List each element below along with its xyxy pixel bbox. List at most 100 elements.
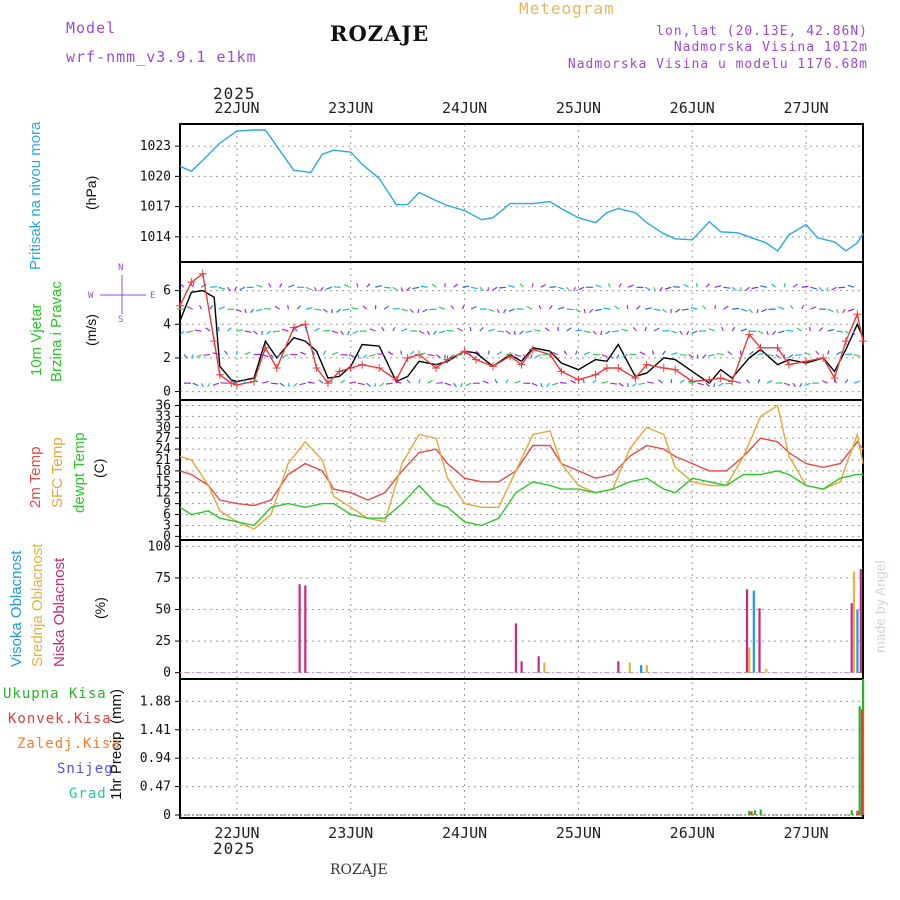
bar bbox=[759, 809, 762, 815]
y-tick-label: 30 bbox=[155, 420, 171, 435]
wind-barb bbox=[505, 330, 511, 335]
wind-barb bbox=[262, 380, 269, 384]
wind-barb bbox=[212, 352, 219, 356]
wind-barb bbox=[363, 354, 368, 359]
precip-legend-total: Ukupna Kisa bbox=[3, 686, 107, 702]
wind-barb bbox=[531, 382, 538, 387]
bar bbox=[850, 810, 853, 815]
model-name: wrf-nmm_v3.9.1 e1km bbox=[66, 48, 257, 66]
wind-barb bbox=[357, 354, 360, 359]
wind-barb bbox=[435, 354, 441, 359]
bar bbox=[748, 810, 751, 815]
wind-barb bbox=[479, 327, 484, 332]
wind-barb bbox=[853, 380, 861, 384]
wind-barb bbox=[772, 330, 777, 335]
wind-barb bbox=[244, 308, 247, 314]
day-label-top: 22JUN bbox=[214, 99, 259, 117]
wind-barb bbox=[691, 330, 698, 334]
wind-barb bbox=[234, 287, 237, 292]
wind-barb bbox=[196, 354, 202, 358]
wind-barb bbox=[186, 306, 193, 310]
wind-barb bbox=[192, 382, 199, 387]
wind-barb bbox=[462, 285, 470, 288]
wind-barb bbox=[356, 283, 359, 288]
wind-barb bbox=[357, 382, 365, 386]
wind-barb bbox=[325, 286, 333, 290]
wind-barb bbox=[242, 379, 246, 384]
wind-barb bbox=[235, 350, 239, 355]
wind-barb bbox=[300, 351, 307, 356]
bar bbox=[765, 668, 768, 673]
wind-barb bbox=[207, 382, 211, 388]
y-tick-label: 3 bbox=[163, 518, 171, 533]
bar bbox=[862, 679, 865, 815]
coords: lon,lat (20.13E, 42.86N) bbox=[656, 24, 868, 39]
y-tick-label: 36 bbox=[155, 398, 171, 413]
wind-barb bbox=[331, 351, 339, 356]
wind-barb bbox=[201, 283, 207, 288]
wind-barb bbox=[810, 306, 817, 310]
wind-barb bbox=[514, 380, 521, 384]
wind-barb bbox=[431, 283, 437, 288]
wind-barb bbox=[406, 286, 411, 292]
wind-barb bbox=[777, 330, 785, 334]
wind-barb bbox=[253, 330, 258, 335]
wind-barb bbox=[683, 283, 689, 288]
wind-barb bbox=[224, 350, 228, 355]
wind-barb bbox=[514, 353, 522, 357]
wind-barb bbox=[266, 330, 272, 335]
wind-barb bbox=[349, 354, 355, 358]
wind-barb bbox=[600, 330, 603, 336]
wind-barb bbox=[244, 351, 251, 356]
wind-barb bbox=[672, 286, 680, 288]
wind-barb bbox=[702, 354, 707, 359]
wind-barb bbox=[621, 353, 628, 358]
wind-barb bbox=[312, 350, 316, 355]
wind-barb bbox=[531, 283, 534, 288]
wind-barb bbox=[731, 286, 737, 291]
wind-barb bbox=[401, 328, 408, 332]
wind-barb bbox=[218, 286, 226, 290]
wind-barb bbox=[508, 284, 515, 288]
wind-barb bbox=[293, 382, 298, 388]
bar bbox=[304, 585, 307, 673]
wind-barb bbox=[809, 326, 811, 332]
wind-barb bbox=[205, 327, 211, 332]
wind-barb bbox=[227, 327, 232, 332]
wind-barb bbox=[566, 308, 574, 311]
wind-barb bbox=[401, 308, 408, 312]
y-tick-label: 21 bbox=[155, 453, 171, 468]
wind-barb bbox=[526, 306, 533, 310]
wind-barb bbox=[627, 284, 634, 288]
wind-barb bbox=[519, 283, 524, 288]
wind-barb bbox=[200, 382, 204, 388]
wind-barb bbox=[383, 305, 390, 310]
y-tick-label: 12 bbox=[155, 486, 171, 501]
wind-barb bbox=[708, 328, 715, 332]
y-tick-label: 50 bbox=[155, 603, 171, 618]
wind-barb bbox=[638, 382, 646, 386]
wind-barb bbox=[679, 353, 687, 356]
wind-barb bbox=[557, 286, 565, 290]
wind-barb bbox=[784, 382, 791, 386]
panel-frame bbox=[179, 678, 864, 819]
wind-barb bbox=[314, 327, 320, 332]
wind-barb bbox=[681, 308, 689, 311]
wind-barb bbox=[658, 379, 663, 384]
wind-barb bbox=[705, 283, 710, 288]
wind-barb bbox=[847, 284, 855, 288]
wind-barb bbox=[385, 382, 393, 385]
wind-barb bbox=[375, 284, 382, 288]
wind-barb bbox=[551, 351, 559, 356]
wind-barb bbox=[331, 330, 339, 334]
wind-barb bbox=[835, 308, 839, 314]
bar bbox=[745, 589, 749, 673]
wind-barb bbox=[470, 286, 478, 290]
day-label-top: 23JUN bbox=[328, 99, 373, 117]
wind-barb bbox=[607, 283, 611, 288]
day-label-top: 26JUN bbox=[670, 99, 715, 117]
wind-barb bbox=[708, 353, 715, 357]
wind-legend-south: S bbox=[118, 315, 123, 325]
wind-barb bbox=[761, 308, 768, 313]
